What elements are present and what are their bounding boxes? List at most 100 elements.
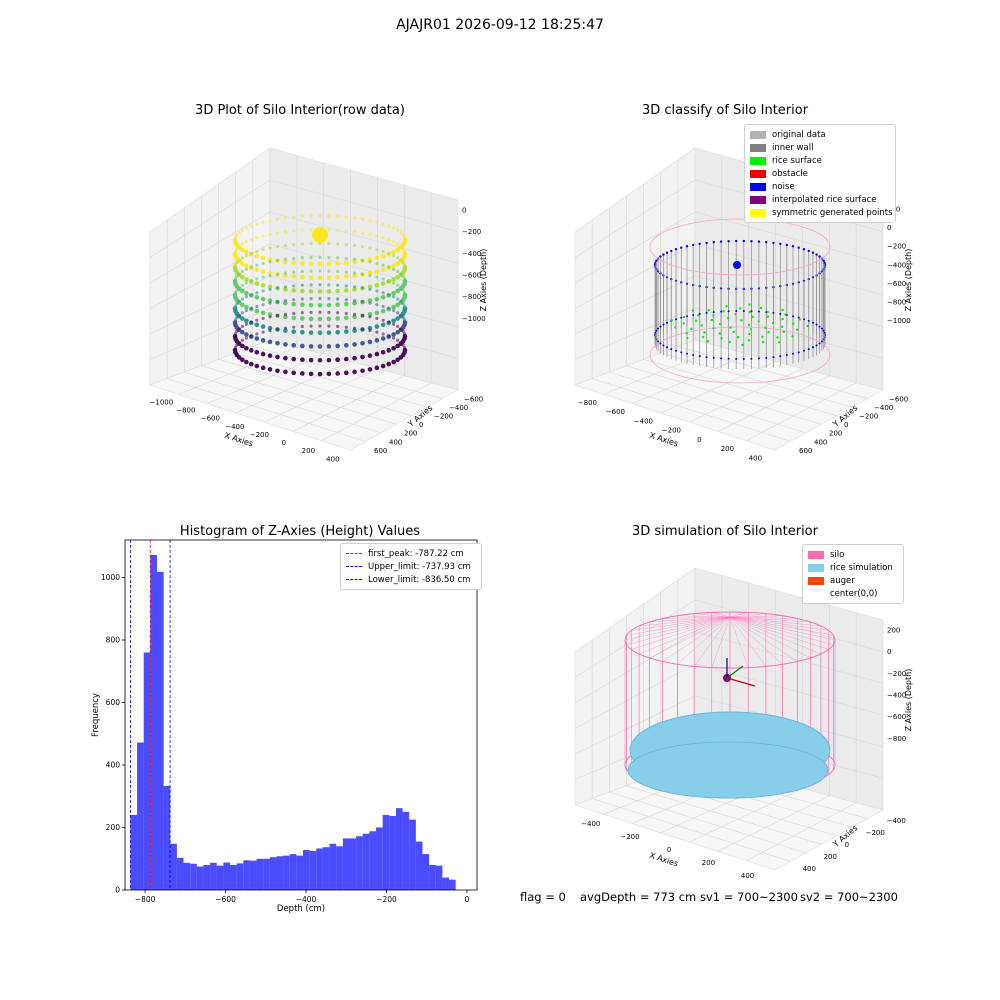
histogram-bar: [137, 742, 144, 890]
y-tick-label: −400: [887, 817, 906, 825]
histogram-bar: [449, 879, 456, 890]
x-tick-label: 0: [282, 439, 286, 447]
histogram-y-tick: 800: [106, 636, 121, 645]
histogram-bar: [382, 815, 390, 890]
z-tick-label: 0: [462, 207, 466, 215]
legend-label: first_peak: -787.22 cm: [368, 548, 464, 559]
z-tick-label: −800: [462, 293, 481, 301]
legend-entry: inner wall: [750, 141, 890, 154]
z-tick-label: −400: [887, 261, 906, 269]
histogram-bar: [409, 819, 416, 890]
legend-label: rice surface: [772, 155, 822, 166]
classify-plot-title: 3D classify of Silo Interior: [641, 103, 809, 118]
histogram-bar: [329, 843, 337, 890]
x-tick-label: 200: [702, 859, 715, 867]
legend-swatch: [750, 130, 766, 139]
y-tick-label: 400: [389, 438, 402, 446]
legend-label: inner wall: [772, 142, 814, 153]
legend-entry: original data: [750, 128, 890, 141]
histogram-y-tick: 1000: [101, 573, 120, 582]
legend-label: symmetric generated points: [772, 207, 893, 218]
legend-entry: symmetric generated points: [750, 206, 893, 219]
histogram-bar: [369, 831, 377, 890]
x-tick-label: −200: [662, 427, 681, 435]
y-tick-label: −200: [859, 413, 878, 421]
classify-legend: original data inner wall rice surface obsta…: [744, 124, 896, 223]
histogram-x-tick: −400: [296, 895, 317, 904]
x-tick-label: −200: [250, 431, 269, 439]
z-tick-label: 0: [887, 224, 891, 232]
legend-label: silo: [830, 549, 845, 560]
histogram-bar: [223, 862, 230, 890]
legend-label: Upper_limit: -737.93 cm: [368, 561, 471, 572]
legend-label: center(0,0): [830, 588, 878, 599]
sv2-status: sv2 = 700~2300: [800, 890, 898, 904]
legend-entry: obstacle: [750, 167, 890, 180]
x-tick-label: 0: [667, 846, 671, 854]
histogram-bar: [402, 811, 410, 890]
x-tick-label: −800: [578, 399, 597, 407]
legend-swatch: [750, 182, 766, 191]
histogram-bar: [256, 858, 264, 890]
legend-entry: rice simulation: [808, 561, 898, 574]
histogram-bar: [395, 808, 403, 890]
legend-entry: center(0,0): [808, 587, 898, 600]
histogram-chart: −800 −600 −400 −200 0 0 200 400 600 800 1000 Dept…: [91, 539, 478, 914]
y-tick-label: −400: [874, 404, 893, 412]
z-tick-label: 200: [887, 627, 900, 635]
x-tick-label: 400: [326, 455, 339, 463]
histogram-x-tick: −200: [376, 895, 397, 904]
z-tick-label: −1000: [462, 315, 486, 323]
y-tick-label: −600: [464, 395, 483, 403]
histogram-legend: first_peak: -787.22 cm Upper_limit: -737.…: [340, 543, 482, 590]
x-tick-label: −400: [225, 423, 244, 431]
legend-entry: Lower_limit: -836.50 cm: [346, 573, 476, 586]
histogram-bar: [236, 863, 244, 890]
legend-entry: first_peak: -787.22 cm: [346, 547, 476, 560]
histogram-y-tick: 600: [106, 698, 121, 707]
x-tick-label: −400: [634, 417, 653, 425]
legend-entry: silo: [808, 548, 898, 561]
legend-label: interpolated rice surface: [772, 194, 877, 205]
histogram-bar: [263, 858, 270, 890]
histogram-bar: [362, 833, 370, 890]
y-tick-label: 600: [374, 447, 387, 455]
legend-label: original data: [772, 129, 826, 140]
histogram-bar: [269, 857, 277, 890]
legend-line-swatch: [346, 579, 362, 580]
simulation-plot-title: 3D simulation of Silo Interior: [632, 524, 818, 539]
y-tick-label: 200: [404, 430, 417, 438]
histogram-x-tick: −600: [215, 895, 236, 904]
z-tick-label: −600: [462, 272, 481, 280]
histogram-bar: [243, 860, 250, 890]
histogram-y-tick: 0: [115, 886, 120, 895]
legend-swatch: [808, 589, 824, 598]
x-tick-label: −600: [606, 408, 625, 416]
legend-swatch: [750, 156, 766, 165]
y-tick-label: −200: [866, 829, 885, 837]
avg-depth-status: avgDepth = 773 cm: [580, 890, 697, 904]
y-tick-label: 400: [814, 438, 827, 446]
histogram-bar: [296, 855, 304, 890]
x-tick-label: −800: [176, 407, 195, 415]
legend-swatch: [808, 563, 824, 572]
histogram-bar: [210, 862, 217, 890]
histogram-bar: [309, 850, 317, 890]
histogram-bar: [342, 838, 350, 890]
y-tick-label: 400: [803, 865, 816, 873]
histogram-bar: [283, 855, 290, 890]
histogram-bar: [130, 815, 138, 890]
x-tick-label: 400: [741, 872, 754, 880]
legend-label: obstacle: [772, 168, 808, 179]
histogram-bar: [170, 843, 177, 890]
raw-plot-title: 3D Plot of Silo Interior(row data): [195, 103, 405, 118]
y-tick-label: 200: [824, 853, 837, 861]
histogram-bar: [303, 850, 310, 890]
histogram-bar: [349, 838, 357, 890]
histogram-bar: [376, 827, 383, 890]
z-tick-label: −200: [887, 243, 906, 251]
y-tick-label: 0: [845, 841, 849, 849]
histogram-bar: [322, 847, 330, 890]
z-tick-label: −200: [462, 228, 481, 236]
histogram-title: Histogram of Z-Axies (Height) Values: [179, 524, 421, 539]
